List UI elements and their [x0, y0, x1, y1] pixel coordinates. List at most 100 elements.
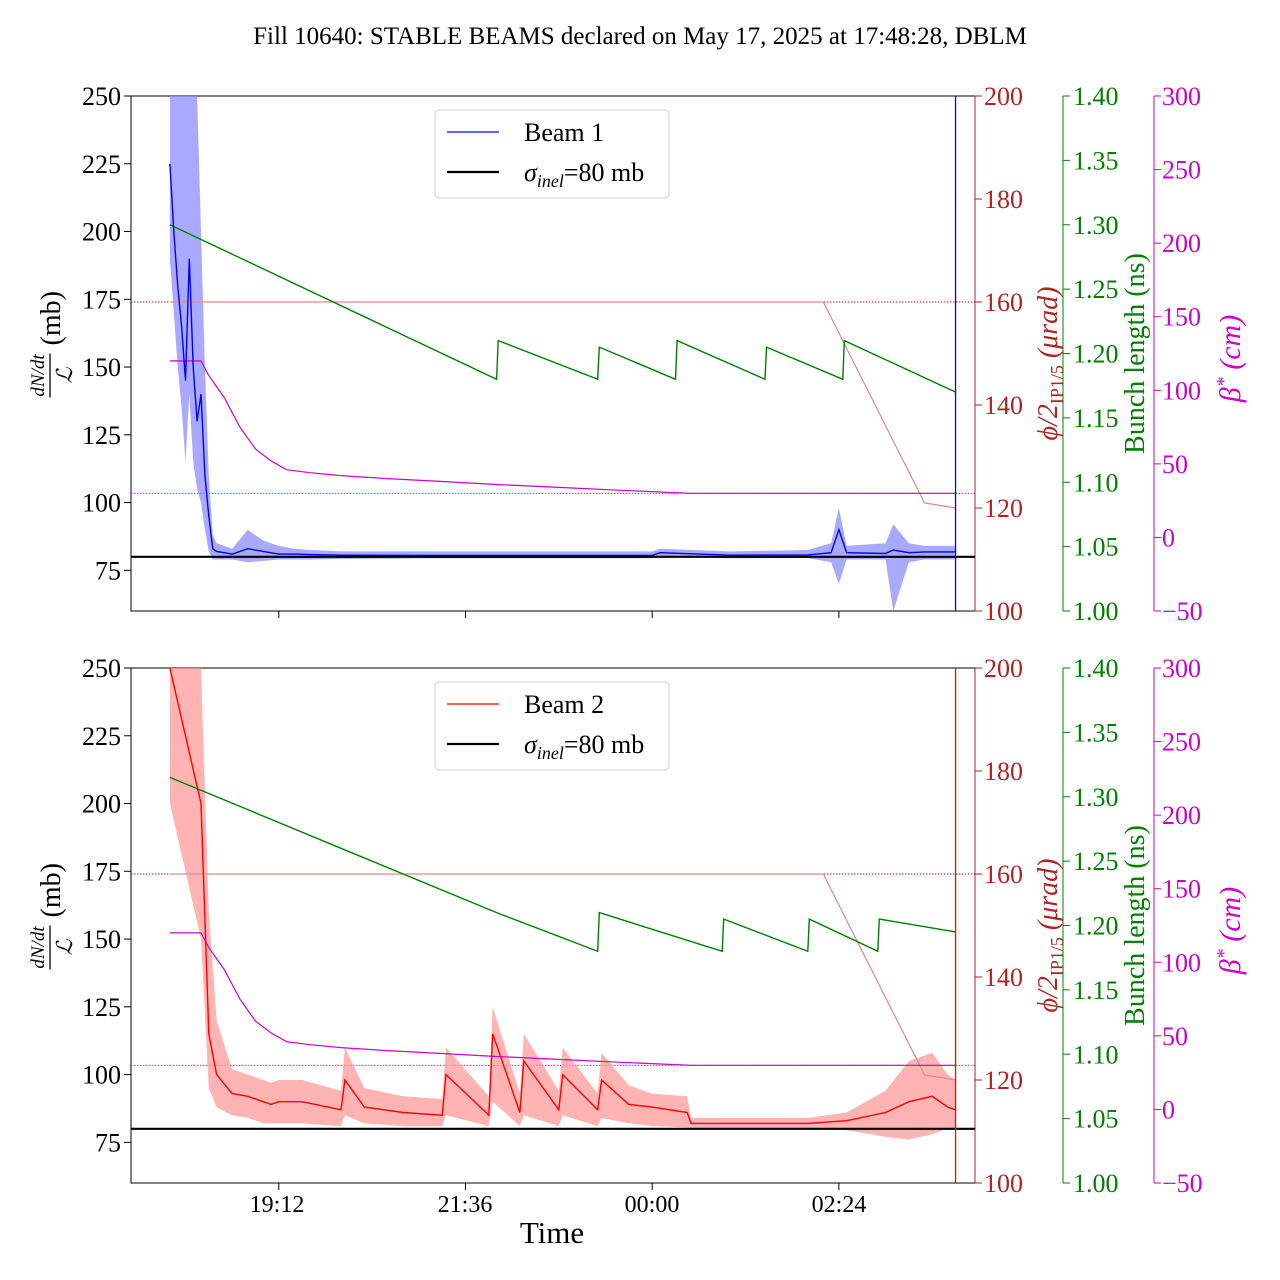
y-label-numerator: dN/dt: [28, 926, 49, 969]
x-tick-label: 21:36: [438, 1192, 493, 1218]
y3-tick-label: 1.40: [1073, 82, 1119, 111]
y4-tick-label: 50: [1162, 1022, 1188, 1051]
chart-panel-2: 75 100 125 150 175 200 225 250 dN/dt ℒ (mb) 100 120 1…: [28, 654, 1247, 1198]
y2-tick-label: 200: [984, 654, 1023, 683]
dndt-series: [169, 163, 956, 557]
y-tick-label: 125: [82, 421, 121, 450]
y2-tick-label: 100: [984, 597, 1023, 626]
y-label-unit: (mb): [36, 863, 67, 917]
y4-tick-label: 100: [1162, 376, 1201, 405]
y-label-denominator: ℒ: [52, 938, 77, 955]
bunch-length-label: Bunch length (ns): [1120, 825, 1151, 1026]
y-tick-label: 100: [82, 1061, 121, 1090]
y2-tick-label: 100: [984, 1169, 1023, 1198]
y-tick-label: 100: [82, 489, 121, 518]
bunch-length-series: [169, 776, 956, 953]
y4-tick-label: 200: [1162, 229, 1201, 258]
y2-tick-label: 160: [984, 860, 1023, 889]
y-tick-label: 175: [82, 857, 121, 886]
legend: Beam 1 σinel=80 mb: [434, 109, 670, 199]
y4-tick-label: 150: [1162, 875, 1201, 904]
y2-tick-label: 180: [984, 757, 1023, 786]
beta-star-label: β* (cm): [1213, 315, 1247, 403]
y-tick-label: 200: [82, 218, 121, 247]
y3-tick-label: 1.25: [1073, 275, 1119, 304]
y-tick-label: 225: [82, 150, 121, 179]
legend-label: σinel=80 mb: [524, 158, 644, 191]
bunch-length-series: [169, 224, 956, 393]
chart-panel-1: 75 100 125 150 175 200 225 250 dN/dt ℒ (mb) 100 120 1…: [28, 82, 1247, 626]
y-axis-label: dN/dt ℒ (mb): [28, 291, 77, 398]
x-tick-label: 02:24: [812, 1192, 867, 1218]
y4-tick-label: 300: [1162, 82, 1201, 111]
y3-tick-label: 1.15: [1073, 404, 1119, 433]
y-tick-label: 225: [82, 722, 121, 751]
y4-tick-label: 300: [1162, 654, 1201, 683]
x-tick-label: 19:12: [250, 1192, 305, 1218]
y-label-numerator: dN/dt: [28, 354, 49, 397]
y-tick-label: 200: [82, 790, 121, 819]
crossing-angle-label: ϕ/2IP1/5 (μrad): [1033, 859, 1067, 1013]
y3-tick-label: 1.25: [1073, 847, 1119, 876]
y3-tick-label: 1.35: [1073, 718, 1119, 747]
y4-tick-label: 100: [1162, 948, 1201, 977]
y3-tick-label: 1.20: [1073, 340, 1119, 369]
y3-tick-label: 1.10: [1073, 468, 1119, 497]
y2-tick-label: 140: [984, 963, 1023, 992]
crossing-angle-series: [169, 873, 956, 1081]
y-tick-label: 75: [95, 556, 121, 585]
y2-tick-label: 120: [984, 1066, 1023, 1095]
y-tick-label: 150: [82, 925, 121, 954]
legend: Beam 2 σinel=80 mb: [434, 681, 670, 771]
x-axis-label: Time: [520, 1215, 584, 1250]
legend-label: Beam 2: [524, 690, 604, 719]
y3-tick-label: 1.40: [1073, 654, 1119, 683]
y3-tick-label: 1.15: [1073, 976, 1119, 1005]
dndt-series: [169, 667, 956, 1125]
y-tick-label: 125: [82, 993, 121, 1022]
beta-star-series: [169, 932, 956, 1066]
y3-tick-label: 1.00: [1073, 597, 1119, 626]
y2-tick-label: 180: [984, 185, 1023, 214]
y2-tick-label: 200: [984, 82, 1023, 111]
y3-tick-label: 1.00: [1073, 1169, 1119, 1198]
crossing-angle-series: [169, 301, 956, 509]
y3-tick-label: 1.05: [1073, 1105, 1119, 1134]
y-label-unit: (mb): [36, 291, 67, 345]
legend-label: Beam 1: [524, 118, 604, 147]
y4-tick-label: 0: [1162, 1095, 1175, 1124]
y-tick-label: 75: [95, 1128, 121, 1157]
dndt-uncertainty-band: [169, 96, 956, 611]
y3-tick-label: 1.30: [1073, 783, 1119, 812]
y-tick-label: 175: [82, 285, 121, 314]
y2-tick-label: 160: [984, 288, 1023, 317]
beta-star-series: [169, 360, 956, 494]
x-tick-label: 00:00: [625, 1192, 680, 1218]
y4-tick-label: 50: [1162, 450, 1188, 479]
x-axis-ticks: 19:12 21:36 00:00 02:24: [250, 1192, 867, 1218]
y-label-denominator: ℒ: [52, 366, 77, 383]
y3-tick-label: 1.10: [1073, 1040, 1119, 1069]
y4-tick-label: 0: [1162, 523, 1175, 552]
y-tick-label: 250: [82, 82, 121, 111]
y3-tick-label: 1.05: [1073, 533, 1119, 562]
y-tick-label: 250: [82, 654, 121, 683]
figure-title: Fill 10640: STABLE BEAMS declared on May…: [253, 23, 1027, 50]
y2-tick-label: 140: [984, 391, 1023, 420]
y3-tick-label: 1.20: [1073, 912, 1119, 941]
beta-star-label: β* (cm): [1213, 887, 1247, 975]
y-axis-label: dN/dt ℒ (mb): [28, 863, 77, 970]
y4-tick-label: 250: [1162, 728, 1201, 757]
y2-tick-label: 120: [984, 494, 1023, 523]
y3-tick-label: 1.30: [1073, 211, 1119, 240]
y4-tick-label: 150: [1162, 303, 1201, 332]
y4-tick-label: −50: [1162, 1169, 1203, 1198]
y4-tick-label: 200: [1162, 801, 1201, 830]
y-tick-label: 150: [82, 353, 121, 382]
crossing-angle-label: ϕ/2IP1/5 (μrad): [1033, 287, 1067, 441]
y4-tick-label: 250: [1162, 156, 1201, 185]
bunch-length-label: Bunch length (ns): [1120, 253, 1151, 454]
y4-tick-label: −50: [1162, 597, 1203, 626]
dndt-uncertainty-band: [169, 668, 956, 1140]
